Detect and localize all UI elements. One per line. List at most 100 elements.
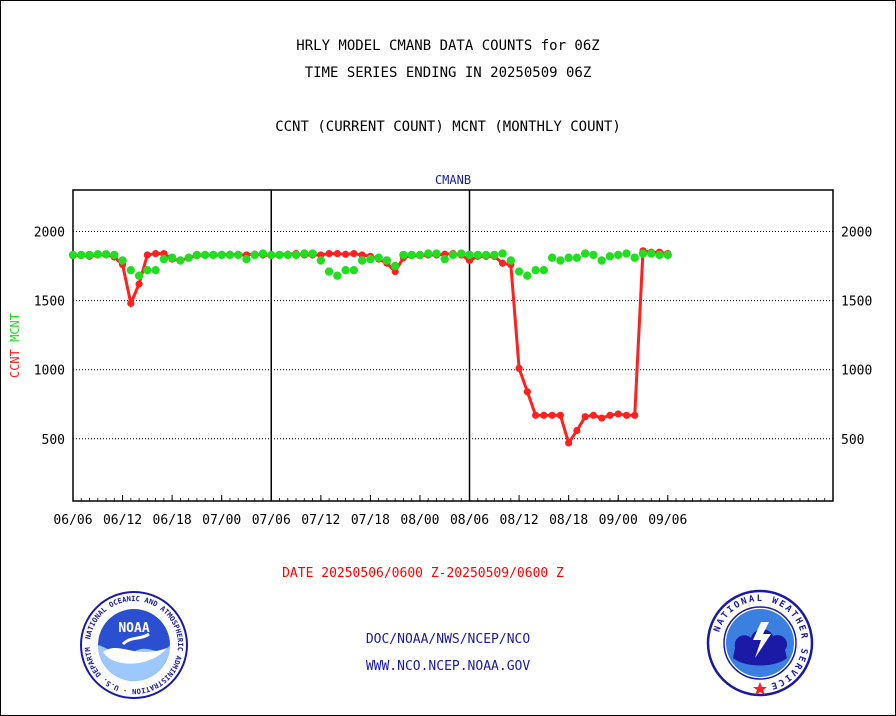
data-point-mcnt	[605, 252, 615, 261]
data-point-mcnt	[118, 256, 127, 265]
data-point-mcnt	[291, 250, 301, 260]
data-point-mcnt	[184, 253, 193, 262]
data-point-mcnt	[267, 250, 276, 260]
data-point-mcnt	[357, 256, 367, 265]
x-tick-label: 07/12	[301, 513, 340, 528]
x-tick-label: 08/06	[450, 513, 489, 528]
data-point-mcnt	[192, 250, 202, 260]
data-point-ccnt	[498, 259, 507, 267]
data-point-ccnt	[515, 364, 523, 372]
data-point-mcnt	[151, 265, 160, 275]
data-point-mcnt	[209, 250, 218, 260]
data-point-ccnt	[350, 249, 358, 258]
data-point-mcnt	[663, 250, 672, 260]
data-point-mcnt	[200, 250, 210, 260]
data-point-mcnt	[275, 250, 284, 260]
x-tick-label: 07/18	[351, 513, 390, 528]
chart-title-line1: HRLY MODEL CMANB DATA COUNTS for 06Z	[296, 38, 600, 54]
data-point-mcnt	[134, 271, 144, 280]
data-point-ccnt	[143, 251, 151, 259]
data-point-mcnt	[333, 271, 342, 280]
data-point-mcnt	[93, 250, 102, 259]
data-point-mcnt	[374, 253, 383, 262]
data-point-mcnt	[316, 256, 326, 265]
y-tick-label-left: 1500	[34, 295, 65, 310]
data-point-mcnt	[85, 250, 94, 260]
data-point-mcnt	[424, 249, 433, 258]
org-line: DOC/NOAA/NWS/NCEP/NCO	[365, 632, 531, 647]
y-tick-label-right: 1000	[841, 364, 872, 379]
x-tick-label: 09/00	[599, 513, 638, 528]
data-point-ccnt	[573, 426, 581, 435]
url-line[interactable]: WWW.NCO.NCEP.NOAA.GOV	[365, 659, 531, 674]
data-point-mcnt	[572, 253, 582, 262]
data-point-mcnt	[258, 249, 268, 258]
data-point-ccnt	[342, 250, 350, 258]
data-point-mcnt	[523, 271, 532, 280]
data-point-mcnt	[564, 253, 573, 262]
data-point-ccnt	[152, 249, 160, 258]
noaa-logo-text: NOAA	[118, 621, 149, 636]
data-point-mcnt	[473, 250, 482, 260]
data-point-ccnt	[556, 411, 564, 419]
data-point-mcnt	[176, 256, 185, 265]
y-tick-label-right: 1500	[841, 295, 872, 310]
data-point-ccnt	[532, 411, 540, 419]
y-tick-label-left: 500	[42, 433, 65, 448]
data-point-ccnt	[598, 414, 606, 422]
x-tick-label: 06/12	[103, 513, 142, 528]
data-point-mcnt	[390, 261, 400, 271]
data-point-mcnt	[126, 265, 136, 275]
x-tick-label: 08/12	[500, 513, 539, 528]
data-point-mcnt	[234, 250, 243, 260]
series-line-ccnt	[73, 249, 669, 447]
data-point-ccnt	[631, 411, 639, 419]
data-point-mcnt	[308, 249, 317, 258]
x-tick-label: 06/06	[53, 513, 92, 528]
y-axis-label-ccnt: CCNT	[8, 342, 22, 378]
data-point-mcnt	[242, 254, 251, 264]
data-point-mcnt	[440, 254, 449, 264]
y-tick-label-right: 500	[841, 433, 864, 448]
x-tick-label: 07/00	[202, 513, 241, 528]
x-tick-label: 06/18	[153, 513, 192, 528]
data-point-mcnt	[638, 249, 648, 258]
data-point-mcnt	[547, 253, 557, 262]
data-point-mcnt	[481, 250, 491, 260]
chart-station-title: CMANB	[435, 173, 471, 187]
x-tick-label: 09/06	[648, 513, 687, 528]
data-point-mcnt	[341, 265, 350, 275]
data-point-mcnt	[498, 249, 507, 258]
data-point-mcnt	[77, 250, 86, 260]
data-point-mcnt	[506, 256, 516, 265]
data-point-mcnt	[490, 250, 499, 260]
noaa-logo: NATIONAL OCEANIC AND ATMOSPHERIC ADMINIS…	[79, 590, 188, 699]
data-point-ccnt	[523, 388, 531, 396]
data-point-ccnt	[565, 439, 573, 447]
y-tick-label-left: 1000	[34, 364, 65, 379]
data-point-ccnt	[622, 411, 631, 419]
data-point-ccnt	[135, 280, 143, 288]
date-range-label: DATE 20250506/0600 Z-20250509/0600 Z	[282, 566, 564, 581]
data-point-ccnt	[333, 249, 341, 258]
data-point-ccnt	[614, 410, 622, 418]
data-point-mcnt	[448, 250, 458, 260]
data-point-ccnt	[325, 249, 333, 258]
data-point-ccnt	[589, 411, 598, 419]
data-point-ccnt	[127, 299, 135, 307]
data-point-mcnt	[159, 254, 169, 264]
data-point-mcnt	[432, 249, 441, 258]
data-point-mcnt	[415, 250, 425, 260]
y-axis-label: CCNT MCNT	[8, 313, 22, 378]
data-point-mcnt	[324, 267, 334, 276]
data-point-mcnt	[622, 249, 631, 258]
nws-logo: NATIONAL WEATHER SERVICE	[706, 589, 814, 697]
data-point-mcnt	[217, 250, 226, 260]
data-point-mcnt	[382, 256, 392, 265]
data-point-mcnt	[556, 256, 565, 265]
data-point-ccnt	[606, 411, 614, 419]
data-point-mcnt	[647, 249, 656, 258]
data-point-mcnt	[655, 250, 664, 260]
data-point-mcnt	[407, 250, 416, 260]
data-point-mcnt	[366, 254, 375, 264]
